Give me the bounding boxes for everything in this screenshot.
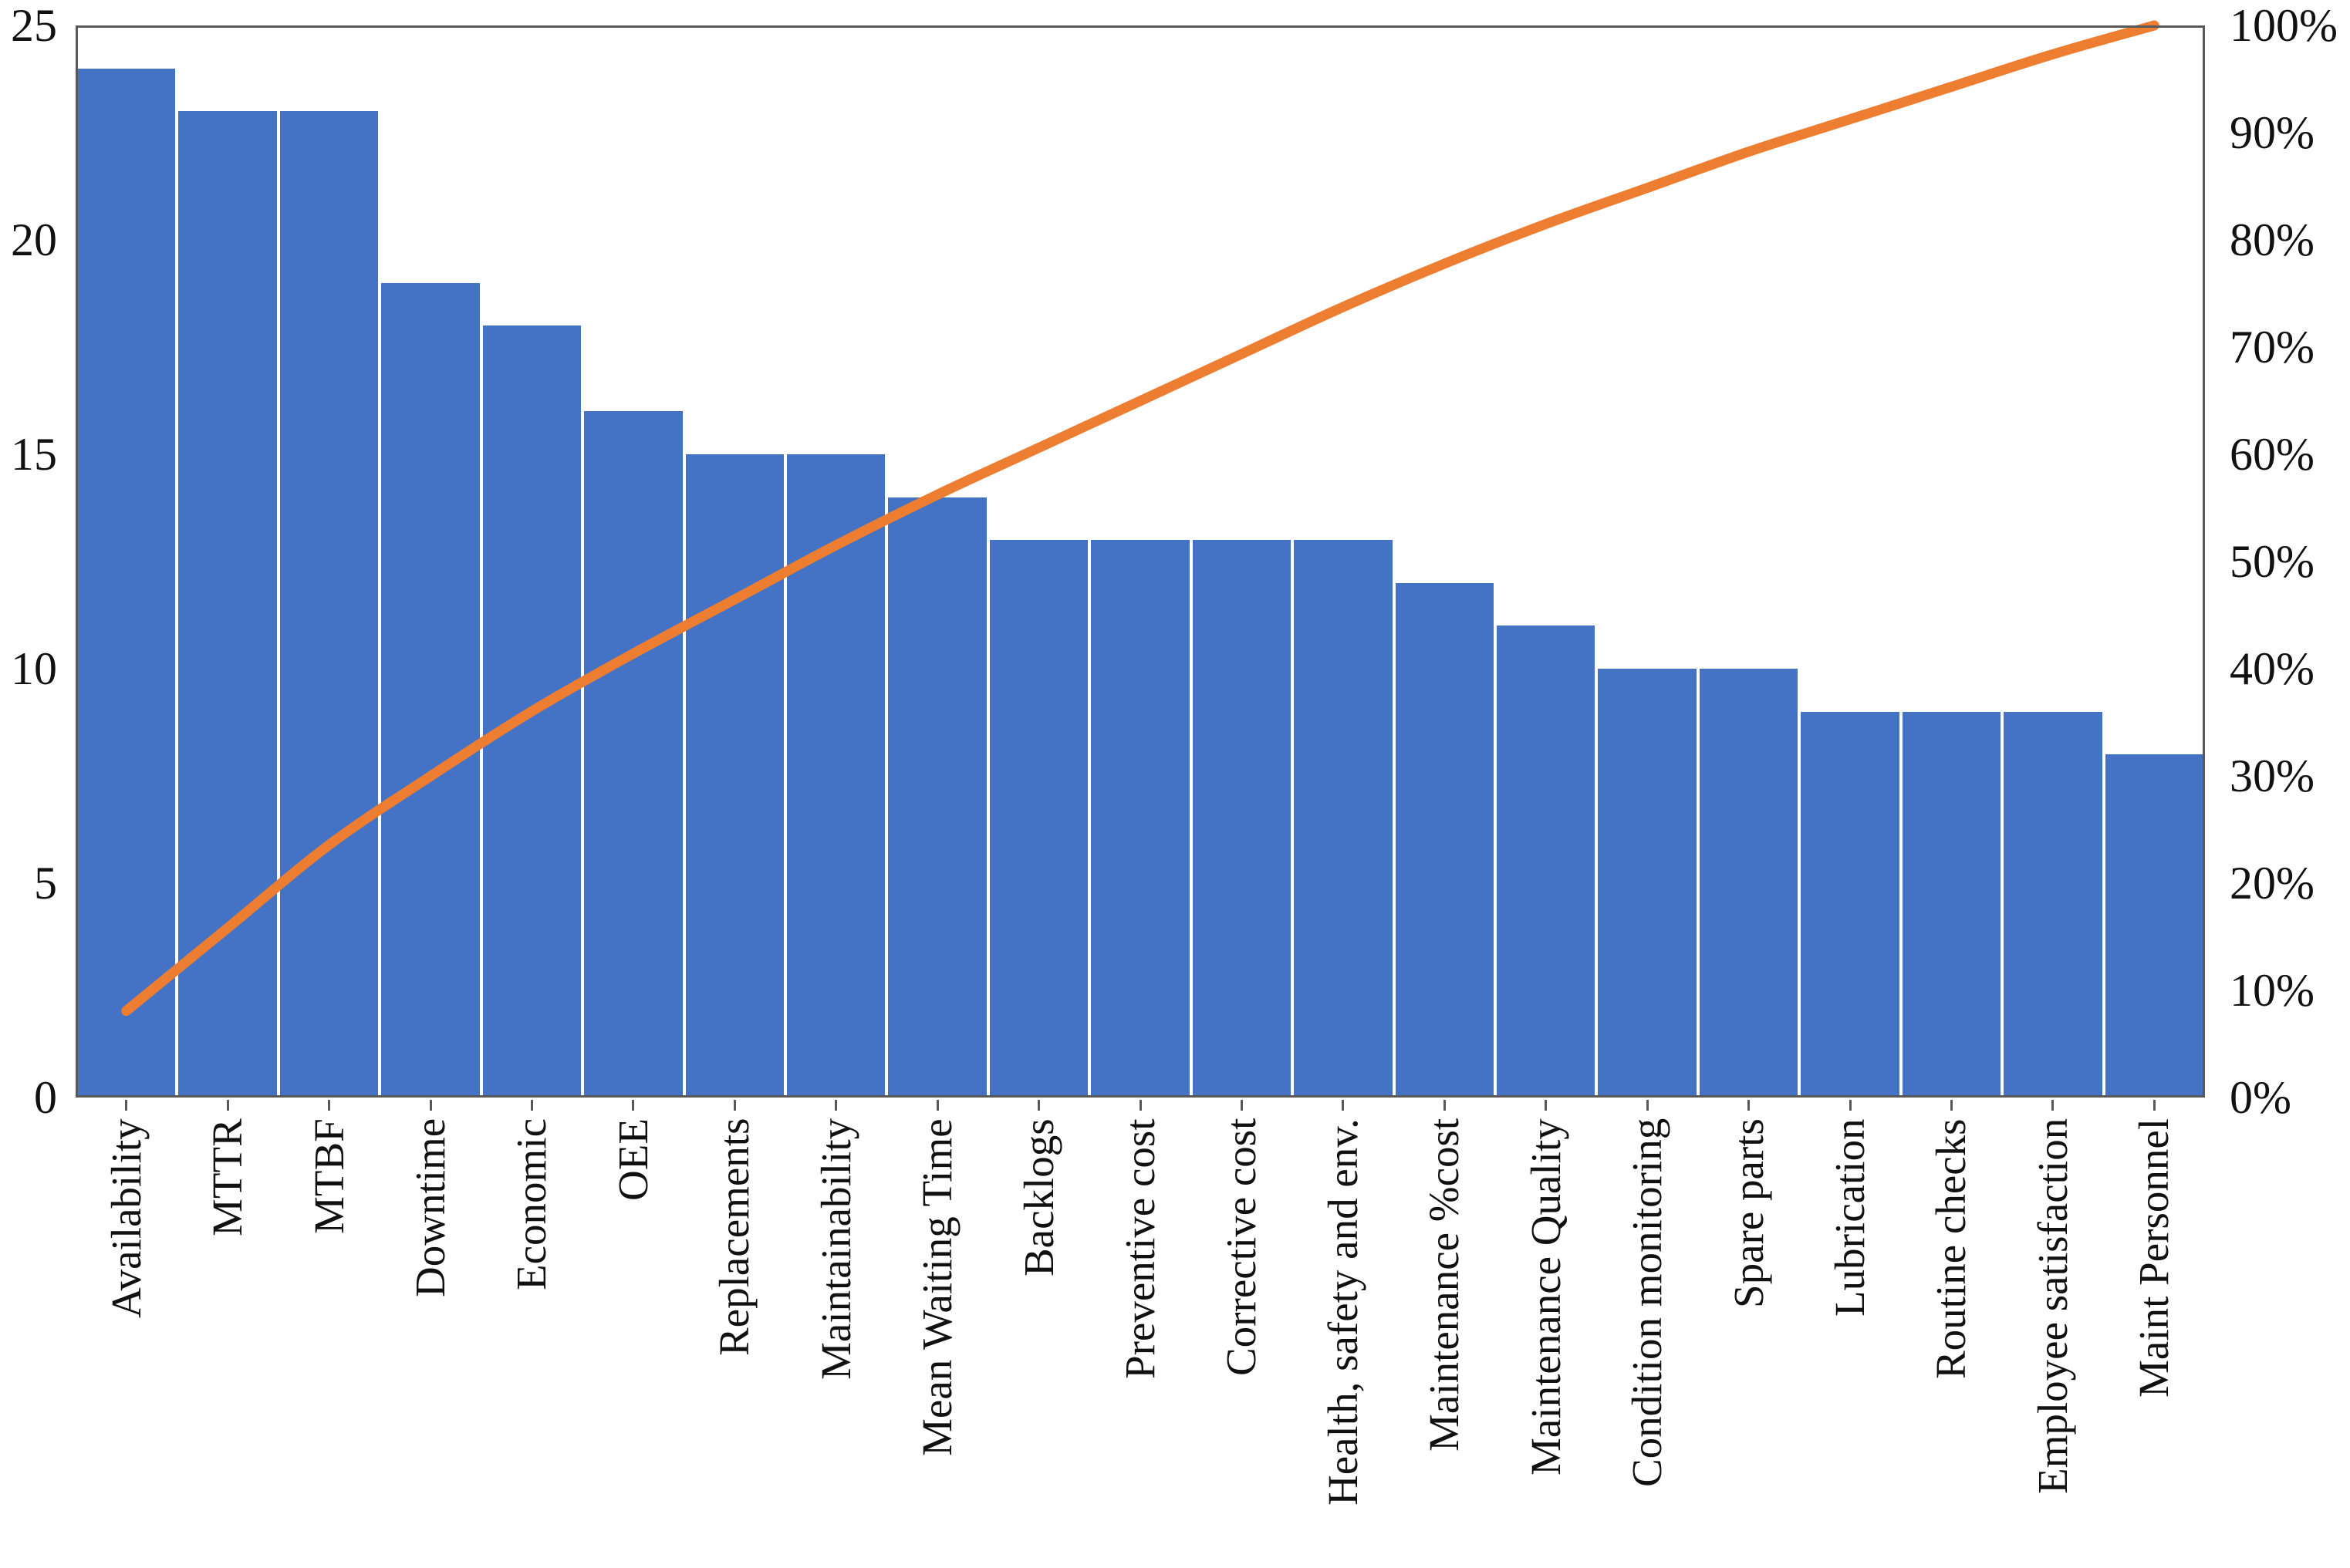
- bar-health-safety-and-env-: [1292, 540, 1394, 1098]
- category-label-availability: Availability: [102, 1118, 150, 1318]
- category-label-health-safety-and-env-: Health, safety and env.: [1318, 1118, 1366, 1506]
- category-tick: [226, 1100, 229, 1111]
- bar-downtime: [380, 282, 481, 1098]
- right-axis-tick-label: 100%: [2230, 0, 2338, 51]
- left-axis-tick-label: 0: [34, 1072, 57, 1123]
- category-tick: [429, 1100, 432, 1111]
- category-label-lubrication: Lubrication: [1826, 1118, 1873, 1317]
- category-label-preventive-cost: Preventive cost: [1116, 1118, 1163, 1379]
- right-axis-tick-label: 70%: [2230, 322, 2315, 373]
- category-label-spare-parts: Spare parts: [1724, 1118, 1772, 1308]
- right-axis-tick-label: 50%: [2230, 536, 2315, 587]
- category-tick: [1139, 1100, 1142, 1111]
- bar-availability: [76, 68, 177, 1098]
- category-tick: [125, 1100, 128, 1111]
- bar-spare-parts: [1697, 669, 1800, 1098]
- category-label-oee: OEE: [609, 1118, 657, 1201]
- right-axis-tick-label: 90%: [2230, 107, 2315, 158]
- right-axis-tick-label: 10%: [2230, 965, 2315, 1016]
- category-tick: [328, 1100, 331, 1111]
- left-axis-tick-label: 20: [11, 214, 57, 265]
- category-label-maintainability: Maintainability: [812, 1118, 859, 1381]
- category-label-maint-personnel: Maint Personnel: [2130, 1118, 2178, 1398]
- category-tick: [936, 1100, 939, 1111]
- category-label-mttr: MTTR: [204, 1118, 252, 1236]
- bar-preventive-cost: [1089, 540, 1191, 1098]
- category-label-routine-checks: Routine checks: [1927, 1118, 1975, 1379]
- bar-maint-personnel: [2103, 754, 2205, 1098]
- category-label-corrective-cost: Corrective cost: [1217, 1118, 1265, 1377]
- category-tick: [2152, 1100, 2156, 1111]
- bar-replacements: [684, 454, 785, 1098]
- category-label-backlogs: Backlogs: [1015, 1118, 1062, 1276]
- category-tick: [1240, 1100, 1243, 1111]
- category-tick: [1545, 1100, 1548, 1111]
- category-tick: [632, 1100, 635, 1111]
- category-label-mtbf: MTBF: [305, 1118, 353, 1234]
- category-label-economic: Economic: [508, 1118, 555, 1290]
- category-tick: [1849, 1100, 1852, 1111]
- bar-corrective-cost: [1190, 540, 1293, 1098]
- bar-mean-waiting-time: [886, 497, 988, 1098]
- bar-mttr: [177, 111, 279, 1098]
- right-axis-tick-label: 60%: [2230, 429, 2315, 480]
- category-tick: [835, 1100, 838, 1111]
- bar-routine-checks: [1900, 711, 2003, 1098]
- category-label-replacements: Replacements: [711, 1118, 758, 1357]
- category-tick: [1038, 1100, 1041, 1111]
- bar-maintenance-quality: [1495, 626, 1597, 1098]
- right-axis-tick-label: 0%: [2230, 1072, 2291, 1123]
- bar-maintainability: [785, 454, 887, 1098]
- category-tick: [530, 1100, 533, 1111]
- category-label-maintenance-cost: Maintenance %cost: [1420, 1118, 1468, 1452]
- category-tick: [2051, 1100, 2055, 1111]
- category-label-downtime: Downtime: [407, 1118, 454, 1298]
- left-axis-tick-label: 5: [34, 858, 57, 909]
- right-axis-tick-label: 20%: [2230, 858, 2315, 909]
- bar-economic: [481, 325, 583, 1098]
- category-label-condition-monitoring: Condition monitoring: [1623, 1118, 1671, 1488]
- left-axis-tick-label: 25: [11, 0, 57, 51]
- bar-oee: [582, 411, 684, 1098]
- bar-lubrication: [1799, 711, 1901, 1098]
- left-axis-tick-label: 10: [11, 643, 57, 694]
- category-label-maintenance-quality: Maintenance Quality: [1521, 1118, 1569, 1475]
- right-axis-tick-label: 80%: [2230, 214, 2315, 265]
- category-tick: [1443, 1100, 1446, 1111]
- right-axis-tick-label: 40%: [2230, 643, 2315, 694]
- category-label-mean-waiting-time: Mean Waiting Time: [913, 1118, 961, 1456]
- category-tick: [733, 1100, 736, 1111]
- bar-employee-satisfaction: [2002, 711, 2104, 1098]
- right-axis-tick-label: 30%: [2230, 750, 2315, 801]
- category-tick: [1950, 1100, 1953, 1111]
- bar-condition-monitoring: [1596, 669, 1698, 1098]
- category-label-employee-satisfaction: Employee satisfaction: [2028, 1118, 2076, 1495]
- category-tick: [1646, 1100, 1649, 1111]
- bar-maintenance-cost: [1393, 582, 1495, 1098]
- bar-mtbf: [278, 111, 380, 1098]
- category-tick: [1747, 1100, 1751, 1111]
- bar-backlogs: [988, 540, 1090, 1098]
- left-axis-tick-label: 15: [11, 429, 57, 480]
- category-tick: [1342, 1100, 1345, 1111]
